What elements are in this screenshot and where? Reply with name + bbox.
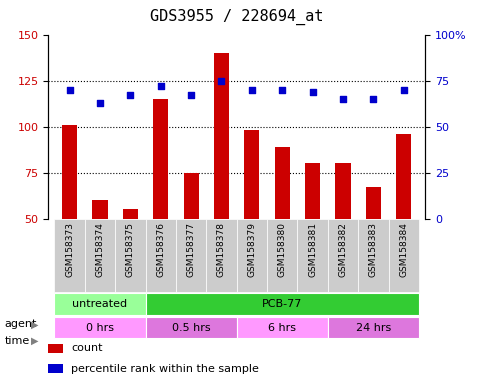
FancyBboxPatch shape — [206, 218, 237, 292]
Bar — [62, 125, 77, 218]
Bar — [366, 187, 381, 218]
FancyBboxPatch shape — [55, 218, 85, 292]
Text: 6 hrs: 6 hrs — [268, 323, 296, 333]
Bar — [153, 99, 168, 218]
Point — [66, 87, 73, 93]
Text: GDS3955 / 228694_at: GDS3955 / 228694_at — [150, 9, 323, 25]
Text: agent: agent — [5, 319, 37, 329]
Bar — [244, 130, 259, 218]
Text: count: count — [71, 343, 102, 353]
Text: GSM158383: GSM158383 — [369, 222, 378, 277]
Text: 0 hrs: 0 hrs — [86, 323, 114, 333]
Point — [400, 87, 408, 93]
Text: 24 hrs: 24 hrs — [356, 323, 391, 333]
FancyBboxPatch shape — [267, 218, 298, 292]
FancyBboxPatch shape — [55, 317, 145, 338]
Text: ▶: ▶ — [31, 319, 39, 329]
FancyBboxPatch shape — [55, 293, 145, 314]
Text: untreated: untreated — [72, 299, 128, 309]
FancyBboxPatch shape — [328, 218, 358, 292]
Point — [369, 96, 377, 102]
FancyBboxPatch shape — [115, 218, 145, 292]
Bar — [335, 163, 351, 218]
Text: GSM158382: GSM158382 — [339, 222, 347, 277]
FancyBboxPatch shape — [176, 218, 206, 292]
Bar — [184, 172, 199, 218]
FancyBboxPatch shape — [85, 218, 115, 292]
Bar — [396, 134, 412, 218]
Text: time: time — [5, 336, 30, 346]
FancyBboxPatch shape — [145, 317, 237, 338]
Bar — [48, 364, 63, 373]
Point — [278, 87, 286, 93]
Text: 0.5 hrs: 0.5 hrs — [172, 323, 211, 333]
Point — [187, 92, 195, 98]
Point — [218, 78, 226, 84]
Text: GSM158381: GSM158381 — [308, 222, 317, 277]
FancyBboxPatch shape — [237, 218, 267, 292]
Bar — [275, 147, 290, 218]
FancyBboxPatch shape — [145, 293, 419, 314]
FancyBboxPatch shape — [389, 218, 419, 292]
Text: GSM158376: GSM158376 — [156, 222, 165, 277]
Text: percentile rank within the sample: percentile rank within the sample — [71, 364, 259, 374]
Point — [309, 89, 316, 95]
FancyBboxPatch shape — [298, 218, 328, 292]
Text: GSM158373: GSM158373 — [65, 222, 74, 277]
Point — [96, 99, 104, 106]
Text: GSM158377: GSM158377 — [186, 222, 196, 277]
FancyBboxPatch shape — [145, 218, 176, 292]
FancyBboxPatch shape — [237, 317, 328, 338]
Point — [157, 83, 165, 89]
Bar — [305, 163, 320, 218]
Text: GSM158375: GSM158375 — [126, 222, 135, 277]
Bar — [214, 53, 229, 218]
Text: ▶: ▶ — [31, 336, 39, 346]
Point — [339, 96, 347, 102]
Text: GSM158374: GSM158374 — [96, 222, 104, 277]
Text: GSM158380: GSM158380 — [278, 222, 287, 277]
Bar — [48, 344, 63, 353]
FancyBboxPatch shape — [358, 218, 389, 292]
Bar — [123, 209, 138, 218]
Point — [248, 87, 256, 93]
Text: GSM158379: GSM158379 — [247, 222, 256, 277]
Bar — [92, 200, 108, 218]
Point — [127, 92, 134, 98]
Text: GSM158378: GSM158378 — [217, 222, 226, 277]
FancyBboxPatch shape — [328, 317, 419, 338]
Text: GSM158384: GSM158384 — [399, 222, 408, 277]
Text: PCB-77: PCB-77 — [262, 299, 302, 309]
